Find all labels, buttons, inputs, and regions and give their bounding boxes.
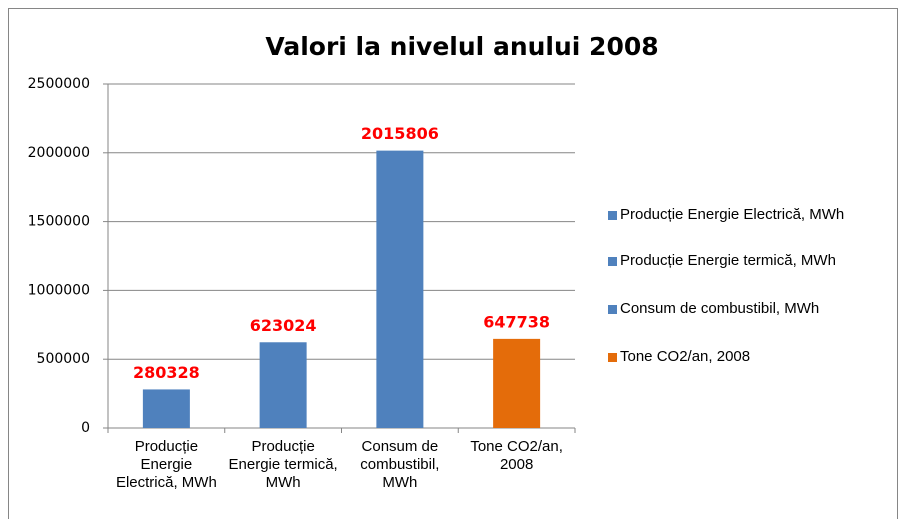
y-tick-label: 0: [81, 420, 90, 436]
legend-swatch: [608, 257, 617, 266]
chart-title: Valori la nivelul anului 2008: [265, 32, 658, 61]
bar: [493, 338, 541, 428]
legend-label: Tone CO2/an, 2008: [620, 348, 751, 365]
x-tick-label: Producție Energie Electrică, MWh: [115, 438, 217, 491]
x-tick-label: Consum de combustibil, MWh: [360, 438, 440, 491]
data-label: 623024: [250, 316, 317, 335]
data-label: 280328: [133, 363, 200, 382]
bar: [142, 389, 190, 428]
chart-border: [8, 8, 898, 519]
legend-swatch: [608, 353, 617, 362]
y-tick-label: 1500000: [28, 214, 90, 230]
bar: [259, 342, 307, 428]
y-tick-label: 2000000: [28, 145, 90, 161]
legend-swatch: [608, 211, 617, 220]
x-tick-label: Producție Energie termică, MWh: [228, 438, 338, 491]
y-tick-label: 1000000: [28, 282, 90, 298]
bar: [376, 150, 424, 428]
data-label: 2015806: [361, 124, 439, 143]
legend-swatch: [608, 305, 617, 314]
legend-label: Producție Energie termică, MWh: [620, 252, 836, 269]
legend-label: Consum de combustibil, MWh: [620, 300, 820, 317]
legend-label: Producție Energie Electrică, MWh: [620, 206, 845, 223]
x-tick-label: Tone CO2/an, 2008: [470, 438, 563, 473]
y-tick-label: 2500000: [28, 76, 90, 92]
y-tick-label: 500000: [37, 351, 90, 367]
data-label: 647738: [483, 312, 550, 331]
